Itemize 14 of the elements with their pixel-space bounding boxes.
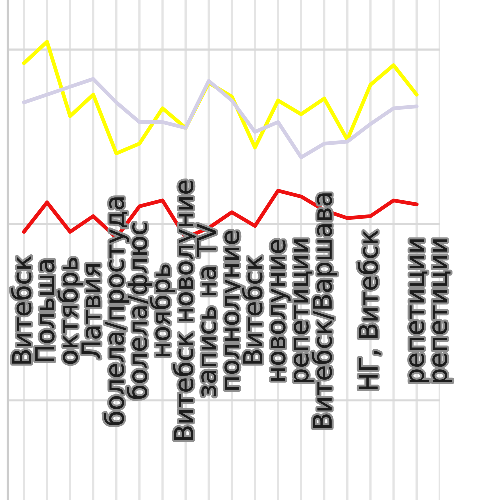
x-tick-label: Витебск/Варшава <box>312 194 338 428</box>
x-tick-label: октябрь <box>58 258 84 364</box>
x-tick-label: Витебск <box>11 256 32 364</box>
x-tick-label: Польша <box>36 260 55 362</box>
x-tick-label: новолуние <box>270 240 291 381</box>
x-tick-label: репетиции <box>410 240 430 382</box>
x-tick-label: репетиции <box>432 240 452 382</box>
x-tick-label: болела/флюс <box>127 223 152 399</box>
x-tick-label: запись на TV <box>197 224 216 396</box>
x-tick-label: НГ, Витебск <box>358 230 381 390</box>
x-tick-label: болела/простуда <box>104 198 130 426</box>
x-tick-label: ноябрь <box>150 264 176 356</box>
x-tick-label: репетиции <box>294 240 314 382</box>
x-tick-label: Латвия <box>82 264 101 359</box>
